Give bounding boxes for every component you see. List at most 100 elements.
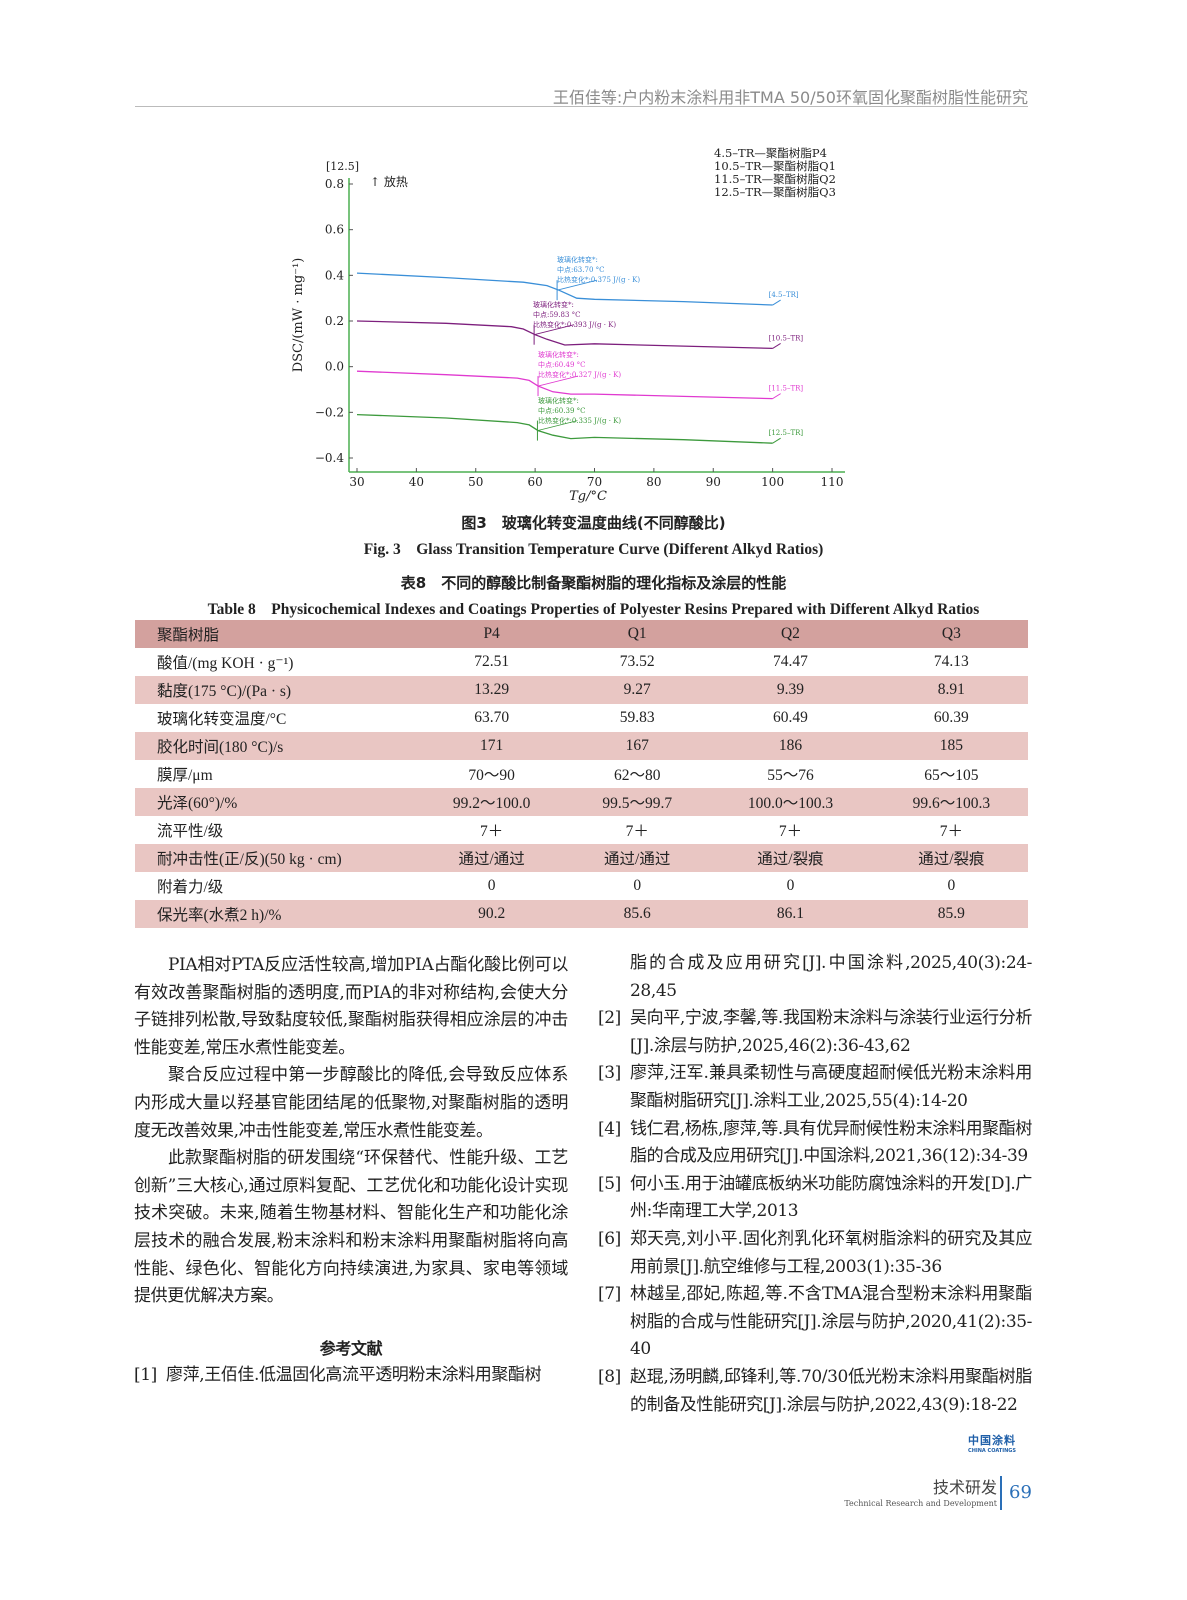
reference-number: [7]: [598, 1284, 621, 1305]
reference-number: [8]: [598, 1366, 621, 1387]
reference-text: 钱仁君,杨栋,廖萍,等.具有优异耐候性粉末涂料用聚酯树脂的合成及应用研究[J].…: [630, 1118, 1032, 1167]
legend-entry: 4.5–TR—聚酯树脂P4: [714, 146, 827, 160]
table-cell: 7＋: [625, 823, 649, 840]
header-cell: 聚酯树脂: [157, 627, 220, 644]
table-cell: 99.5～99.7: [602, 795, 673, 812]
annotation-text: 比热变化*:0.335 J/(g · K): [538, 416, 621, 425]
series-label-leader: [772, 393, 781, 400]
table-cell: 通过/裂痕: [918, 851, 985, 868]
table-row: 光泽(60°)/% 99.2～100.0 99.5～99.7 100.0～100.3 9…: [135, 788, 1028, 816]
table-cell: 100.0～100.3: [747, 795, 834, 812]
reference-number: [4]: [598, 1118, 621, 1139]
x-tick-label: 110: [821, 475, 844, 489]
references-title: 参考文献: [319, 1338, 383, 1358]
properties-table: 聚酯树脂 P4 Q1 Q2 Q3 酸值/(mg KOH · g⁻¹) 72.51 7…: [135, 620, 1028, 928]
annotation-text: 玻璃化转变*:: [557, 255, 598, 264]
reference-number: [5]: [598, 1173, 621, 1194]
table-cell: 63.70: [474, 709, 510, 726]
y-tick-label: 0.8: [325, 177, 344, 191]
table-row: 附着力/级 0 0 0 0: [135, 872, 1028, 900]
footer-section-cn: 技术研发: [932, 1478, 997, 1497]
figure-caption-cn: 图3 玻璃化转变温度曲线(不同醇酸比): [461, 514, 726, 532]
annotation-text: 比热变化*:0.375 J/(g · K): [557, 275, 640, 284]
annotation-text: 中点:60.39 °C: [538, 406, 585, 415]
legend-entry: 11.5–TR—聚酯树脂Q2: [714, 172, 836, 186]
body-paragraph: 此款聚酯树脂的研发围绕“环保替代、性能升级、工艺创新”三大核心,通过原料复配、工…: [134, 1148, 568, 1307]
series-label: [11.5–TR]: [769, 385, 804, 393]
table-cell: 0: [633, 877, 642, 894]
x-tick-label: 100: [761, 475, 784, 489]
x-tick-label: 70: [587, 475, 602, 489]
series-label: [12.5–TR]: [769, 429, 804, 437]
table-cell: 通过/通过: [458, 851, 525, 868]
right-column: 脂的合成及应用研究[J].中国涂料,2025,40(3):24-28,45 [2…: [598, 950, 1032, 1419]
reference-item: [7] 林越呈,邵妃,陈超,等.不含TMA混合型粉末涂料用聚酯树脂的合成与性能研究…: [598, 1281, 1032, 1364]
table-row: 玻璃化转变温度/°C 63.70 59.83 60.49 60.39: [135, 704, 1028, 732]
series-label: [4.5–TR]: [769, 291, 799, 299]
x-tick-label: 90: [706, 475, 721, 489]
table-cell: 99.6～100.3: [912, 795, 991, 812]
table-cell: 胶化时间(180 °C)/s: [157, 739, 284, 756]
table-cell: 耐冲击性(正/反)(50 kg · cm): [157, 851, 342, 868]
table-row: 膜厚/μm 70～90 62～80 55～76 65～105: [135, 760, 1028, 788]
reference-text: 林越呈,邵妃,陈超,等.不含TMA混合型粉末涂料用聚酯树脂的合成与性能研究[J]…: [630, 1284, 1032, 1360]
table-cell: 膜厚/μm: [157, 767, 213, 784]
series-line-0: [356, 272, 773, 306]
series-label-leader: [772, 437, 781, 444]
table-cell: 9.27: [623, 681, 651, 698]
table-cell: 74.47: [773, 653, 808, 670]
exotherm-label: ↑ 放热: [370, 174, 408, 189]
reference-item: [6] 郑天亮,刘小平.固化剂乳化环氧树脂涂料的研究及其应用前景[J].航空维修与…: [598, 1226, 1032, 1281]
header-cell: Q2: [780, 625, 800, 642]
reference-text: 何小玉.用于油罐底板纳米功能防腐蚀涂料的开发[D].广州:华南理工大学,2013: [630, 1173, 1032, 1222]
header-cell: Q3: [941, 625, 961, 642]
table-cell: 185: [939, 737, 963, 754]
reference-text: 赵琨,汤明麟,邱锋利,等.70/30低光粉末涂料用聚酯树脂的制备及性能研究[J]…: [630, 1366, 1032, 1415]
reference-item: [3] 廖萍,汪军.兼具柔韧性与高硬度超耐候低光粉末涂料用聚酯树脂研究[J].涂料…: [598, 1060, 1032, 1115]
table-cell: 186: [778, 737, 803, 754]
table-caption-en: Table 8 Physicochemical Indexes and Coat…: [207, 601, 980, 618]
table-cell: 65～105: [924, 767, 979, 784]
table-cell: 黏度(175 °C)/(Pa · s): [157, 683, 292, 700]
reference-item: [4] 钱仁君,杨栋,廖萍,等.具有优异耐候性粉末涂料用聚酯树脂的合成及应用研究[…: [598, 1116, 1032, 1171]
table-cell: 72.51: [474, 653, 510, 670]
table-cell: 99.2～100.0: [452, 795, 531, 812]
table-cell: 通过/裂痕: [757, 851, 824, 868]
annotation-text: 中点:60.49 °C: [538, 360, 585, 369]
reference-item: [5] 何小玉.用于油罐底板纳米功能防腐蚀涂料的开发[D].广州:华南理工大学,2…: [598, 1171, 1032, 1226]
body-paragraph: PIA相对PTA反应活性较高,增加PIA占酯化酸比例可以有效改善聚酯树脂的透明度…: [134, 955, 568, 1058]
table-cell: 0: [947, 877, 956, 894]
figure-caption-en: Fig. 3 Glass Transition Temperature Curv…: [363, 541, 824, 558]
table-cell: 0: [487, 877, 496, 894]
page-number: 69: [1009, 1482, 1032, 1503]
table-cell: 60.49: [773, 709, 808, 726]
y-tick-label: 0.4: [325, 268, 344, 282]
annotation-text: 玻璃化转变*:: [538, 396, 579, 405]
reference-continuation: 脂的合成及应用研究[J].中国涂料,2025,40(3):24-28,45: [630, 953, 1032, 1001]
reference-text: 廖萍,汪军.兼具柔韧性与高硬度超耐候低光粉末涂料用聚酯树脂研究[J].涂料工业,…: [630, 1063, 1032, 1111]
annotation-text: 玻璃化转变*:: [538, 350, 579, 359]
china-coatings-logo: 中国涂料 CHINA COATINGS: [968, 1432, 1016, 1454]
reference-number: [2]: [598, 1008, 621, 1029]
footer-divider: [1000, 1476, 1002, 1510]
annotation-text: 中点:63.70 °C: [557, 265, 604, 274]
reference-text: 吴向平,宁波,李馨,等.我国粉末涂料与涂装行业运行分析[J].涂层与防护,202…: [630, 1008, 1032, 1056]
dsc-chart: 30 40 50 60 70 80 90 100 110 −0.4 −0.2 0.0 0.2 0.4 0.6…: [291, 146, 845, 504]
header-cell: P4: [483, 625, 500, 642]
table-cell: 59.83: [619, 709, 655, 726]
footer-section-en: Technical Research and Development: [844, 1499, 997, 1508]
y-tick-label: 0.2: [325, 314, 344, 328]
table-cell: 8.91: [937, 681, 965, 698]
table-row: 酸值/(mg KOH · g⁻¹) 72.51 73.52 74.47 74.13: [135, 648, 1028, 676]
reference-number: [3]: [598, 1063, 621, 1084]
annotation-leader: [556, 279, 598, 291]
annotation-text: 中点:59.83 °C: [533, 310, 580, 319]
legend-entry: 10.5–TR—聚酯树脂Q1: [714, 159, 836, 173]
table-cell: 85.6: [623, 905, 651, 922]
x-tick-label: 30: [349, 475, 364, 489]
table-cell: 通过/通过: [604, 851, 671, 868]
table-cell: 9.39: [776, 681, 805, 698]
table-caption-cn: 表8 不同的醇酸比制备聚酯树脂的理化指标及涂层的性能: [400, 574, 787, 592]
table-cell: 167: [625, 737, 649, 754]
table-cell: 7＋: [479, 823, 504, 840]
